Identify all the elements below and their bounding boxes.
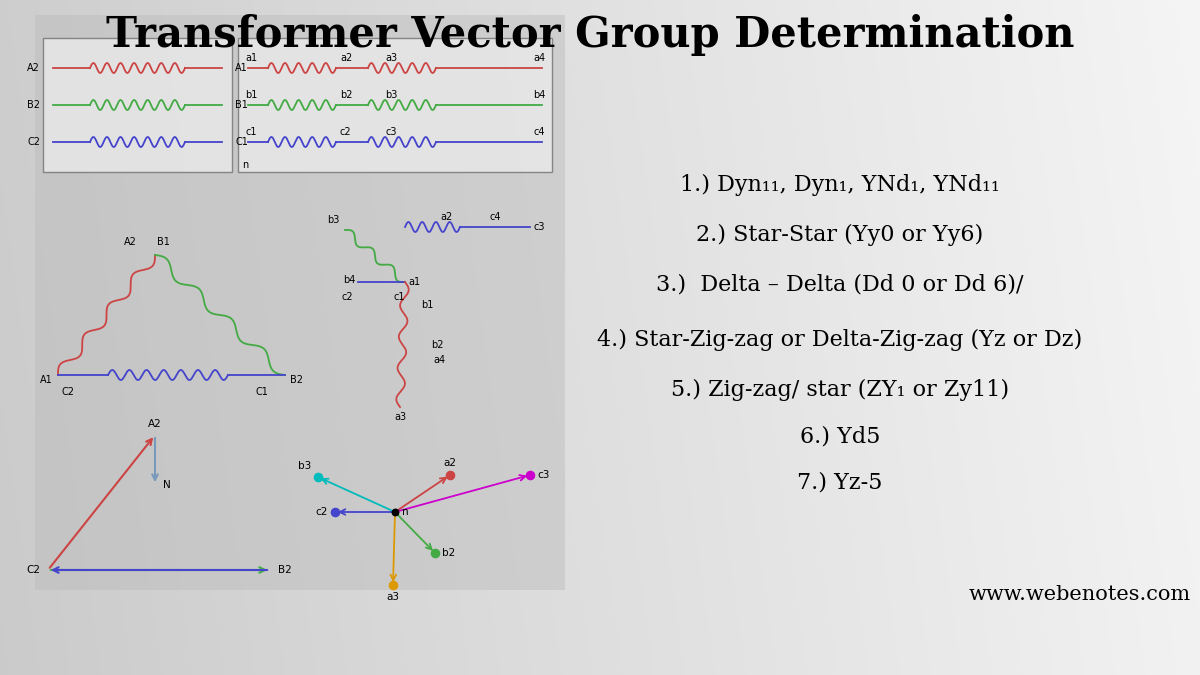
Text: b2: b2: [340, 90, 353, 100]
Text: www.webenotes.com: www.webenotes.com: [968, 585, 1192, 605]
Text: C1: C1: [256, 387, 268, 397]
Text: c2: c2: [340, 127, 352, 137]
Text: b4: b4: [343, 275, 355, 285]
Point: [325, 507, 344, 518]
Text: a1: a1: [408, 277, 420, 287]
Point: [385, 507, 404, 518]
Text: B2: B2: [278, 565, 292, 575]
Text: b1: b1: [245, 90, 257, 100]
Point: [440, 470, 460, 481]
Text: b2: b2: [442, 548, 455, 558]
Text: C2: C2: [28, 137, 40, 147]
Text: n: n: [402, 507, 409, 517]
Text: A1: A1: [41, 375, 53, 385]
Point: [308, 472, 328, 483]
Text: a2: a2: [440, 212, 452, 222]
Text: a3: a3: [385, 53, 397, 63]
Text: b3: b3: [298, 461, 311, 471]
Text: a3: a3: [386, 592, 400, 602]
FancyBboxPatch shape: [238, 38, 552, 172]
Text: 4.) Star-Zig-zag or Delta-Zig-zag (Yz or Dz): 4.) Star-Zig-zag or Delta-Zig-zag (Yz or…: [598, 329, 1082, 351]
Text: a1: a1: [245, 53, 257, 63]
Text: a2: a2: [340, 53, 353, 63]
Point: [426, 547, 445, 558]
Text: A1: A1: [235, 63, 247, 73]
Text: 1.) Dyn₁₁, Dyn₁, YNd₁, YNd₁₁: 1.) Dyn₁₁, Dyn₁, YNd₁, YNd₁₁: [680, 174, 1000, 196]
Text: C2: C2: [26, 565, 40, 575]
Text: N: N: [163, 480, 170, 490]
FancyBboxPatch shape: [43, 38, 232, 172]
Text: a2: a2: [444, 458, 456, 468]
Text: B1: B1: [235, 100, 248, 110]
Text: c2: c2: [316, 507, 328, 517]
Text: c3: c3: [533, 222, 545, 232]
Text: a3: a3: [394, 412, 406, 422]
Text: b2: b2: [431, 340, 444, 350]
Text: b4: b4: [533, 90, 545, 100]
Text: c3: c3: [385, 127, 396, 137]
Text: B2: B2: [290, 375, 302, 385]
Text: 2.) Star-Star (Yy0 or Yy6): 2.) Star-Star (Yy0 or Yy6): [696, 224, 984, 246]
Text: A2: A2: [28, 63, 40, 73]
Text: c1: c1: [245, 127, 257, 137]
Text: C1: C1: [235, 137, 248, 147]
Point: [384, 580, 403, 591]
Text: 7.) Yz-5: 7.) Yz-5: [797, 472, 883, 494]
Text: B2: B2: [28, 100, 40, 110]
Point: [521, 470, 540, 481]
Text: a4: a4: [433, 355, 445, 365]
Text: b3: b3: [385, 90, 397, 100]
Text: A2: A2: [148, 419, 162, 429]
Text: 6.) Yd5: 6.) Yd5: [800, 426, 880, 448]
Text: c2: c2: [341, 292, 353, 302]
Text: B1: B1: [157, 237, 170, 247]
Text: a4: a4: [533, 53, 545, 63]
Text: 5.) Zig-zag/ star (ZY₁ or Zy11): 5.) Zig-zag/ star (ZY₁ or Zy11): [671, 379, 1009, 401]
Text: c1: c1: [394, 292, 406, 302]
Text: C2: C2: [61, 387, 74, 397]
Text: c3: c3: [538, 470, 550, 480]
Text: 3.)  Delta – Delta (Dd 0 or Dd 6)/: 3.) Delta – Delta (Dd 0 or Dd 6)/: [656, 274, 1024, 296]
Text: c4: c4: [490, 212, 502, 222]
Text: A2: A2: [124, 237, 137, 247]
Bar: [35, 15, 565, 590]
Text: b1: b1: [421, 300, 433, 310]
Text: n: n: [242, 160, 248, 170]
Text: c4: c4: [534, 127, 545, 137]
Text: b3: b3: [328, 215, 340, 225]
Text: Transformer Vector Group Determination: Transformer Vector Group Determination: [106, 14, 1074, 56]
